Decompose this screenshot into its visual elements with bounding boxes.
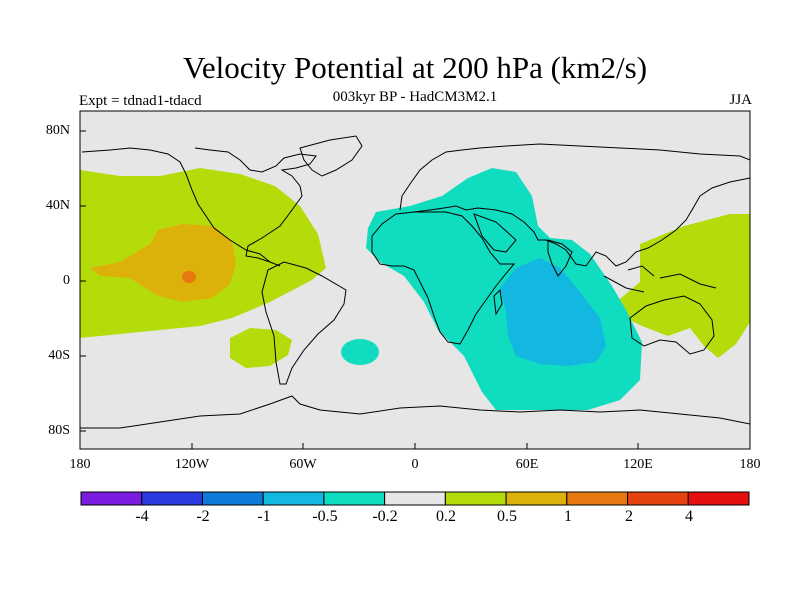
contour-pacific-max — [182, 271, 196, 283]
coast-europe-asia — [399, 143, 750, 267]
colorbar-label: 0.2 — [436, 508, 456, 525]
colorbar-swatch — [80, 491, 143, 506]
lat-label-40s: 40S — [48, 348, 70, 363]
season-label: JJA — [729, 92, 752, 108]
coast-indonesia — [603, 265, 717, 293]
lon-label-180w: 180 — [69, 457, 91, 472]
coast-arabia — [473, 213, 517, 253]
lat-label-0: 0 — [63, 273, 70, 288]
coast-south-america — [261, 261, 347, 385]
lon-label-180e: 180 — [739, 457, 761, 472]
colorbar-label: 4 — [685, 508, 693, 525]
contour-south-america-positive — [230, 328, 292, 368]
contour-atlantic-negative — [341, 339, 379, 365]
colorbar-label: -2 — [196, 508, 210, 525]
contour-pacific-strong-positive — [90, 224, 236, 302]
lat-label-40n: 40N — [45, 198, 70, 213]
colorbar-swatch — [687, 491, 750, 506]
coast-africa — [371, 211, 516, 345]
coast-madagascar — [493, 288, 503, 316]
colorbar-label: -0.2 — [372, 508, 398, 525]
lon-label-0: 0 — [411, 457, 419, 472]
coast-australia — [629, 295, 715, 355]
colorbar-swatch — [323, 491, 386, 506]
contour-west-pacific-positive — [614, 214, 750, 358]
coast-greenland — [299, 135, 363, 177]
colorbar-swatch — [566, 491, 629, 506]
colorbar-swatch — [141, 491, 203, 506]
coast-antarctica — [80, 395, 750, 429]
colorbar-label: -0.5 — [312, 508, 338, 525]
lon-label-60w: 60W — [289, 457, 317, 472]
map-title: Velocity Potential at 200 hPa (km2/s) — [182, 50, 648, 85]
colorbar-swatch — [444, 491, 507, 506]
colorbar-swatch — [505, 491, 568, 506]
colorbar — [80, 491, 750, 506]
colorbar-label: -1 — [257, 508, 271, 525]
colorbar-swatch — [384, 491, 446, 506]
coastlines — [80, 135, 750, 429]
coast-india — [547, 239, 573, 277]
coast-north-america — [81, 147, 317, 267]
map-plot-area — [80, 111, 750, 449]
lat-label-80s: 80S — [48, 423, 70, 438]
contour-indian-strong-negative — [500, 258, 606, 366]
map-subtitle: 003kyr BP - HadCM3M2.1 — [332, 89, 498, 105]
colorbar-swatch — [627, 491, 689, 506]
colorbar-swatch — [201, 491, 264, 506]
colorbar-label: 1 — [564, 508, 572, 525]
colorbar-label: 0.5 — [497, 508, 517, 525]
experiment-label: Expt = tdnad1-tdacd — [79, 93, 202, 109]
colorbar-label: 2 — [625, 508, 633, 525]
lon-label-120w: 120W — [174, 457, 210, 472]
colorbar-swatch — [262, 491, 325, 506]
lon-label-120e: 120E — [623, 457, 653, 472]
lat-label-80n: 80N — [45, 123, 70, 138]
lon-label-60e: 60E — [515, 457, 539, 472]
axis-ticks — [79, 130, 751, 449]
colorbar-label: -4 — [135, 508, 149, 525]
